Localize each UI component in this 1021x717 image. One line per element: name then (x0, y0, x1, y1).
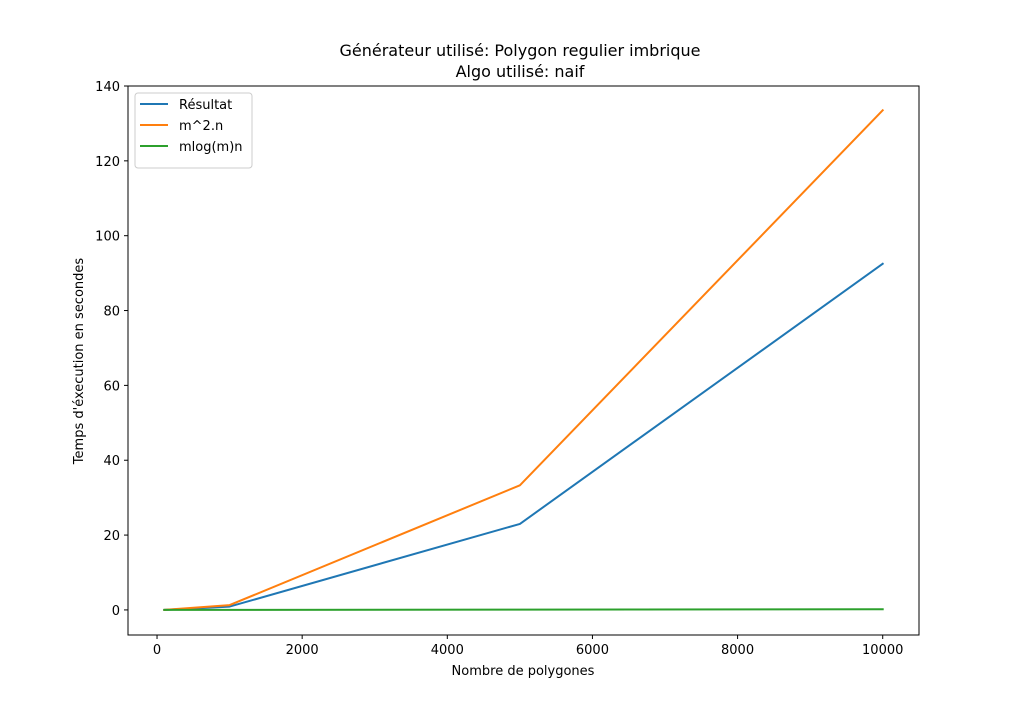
y-tick-label: 140 (95, 80, 120, 95)
y-tick-label: 60 (103, 379, 120, 394)
y-tick-label: 120 (95, 155, 120, 170)
y-tick-label: 0 (112, 604, 120, 619)
x-tick-label: 8000 (721, 643, 754, 658)
y-axis-label: Temps d'éxecution en secondes (72, 258, 87, 466)
ticks-layer: 0 2000 4000 6000 8000 10000 0 20 40 60 80 100 120 140 (95, 80, 903, 658)
chart-title: Générateur utilisé: Polygon regulier imb… (339, 41, 700, 60)
series-line-2 (163, 108, 885, 611)
y-tick-label: 100 (95, 230, 120, 245)
chart-subtitle: Algo utilisé: naif (456, 62, 585, 81)
y-tick-label: 20 (103, 529, 120, 544)
plot-frame (127, 85, 920, 636)
series-line-1 (163, 262, 885, 611)
x-tick-label: 6000 (576, 643, 609, 658)
legend-label-2: m^2.n (179, 119, 223, 134)
legend-label-1: Résultat (179, 98, 232, 113)
x-tick-label: 4000 (431, 643, 464, 658)
legend-label-3: mlog(m)n (179, 140, 243, 155)
series-layer (163, 108, 885, 611)
x-tick-label: 10000 (862, 643, 903, 658)
x-axis-label: Nombre de polygones (452, 664, 595, 679)
x-tick-label: 0 (153, 643, 161, 658)
y-tick-label: 80 (103, 305, 120, 320)
legend-box (134, 92, 253, 169)
x-tick-label: 2000 (286, 643, 319, 658)
legend: Résultat m^2.n mlog(m)n (134, 92, 253, 169)
y-tick-label: 40 (103, 454, 120, 469)
series-line-3 (163, 608, 884, 611)
